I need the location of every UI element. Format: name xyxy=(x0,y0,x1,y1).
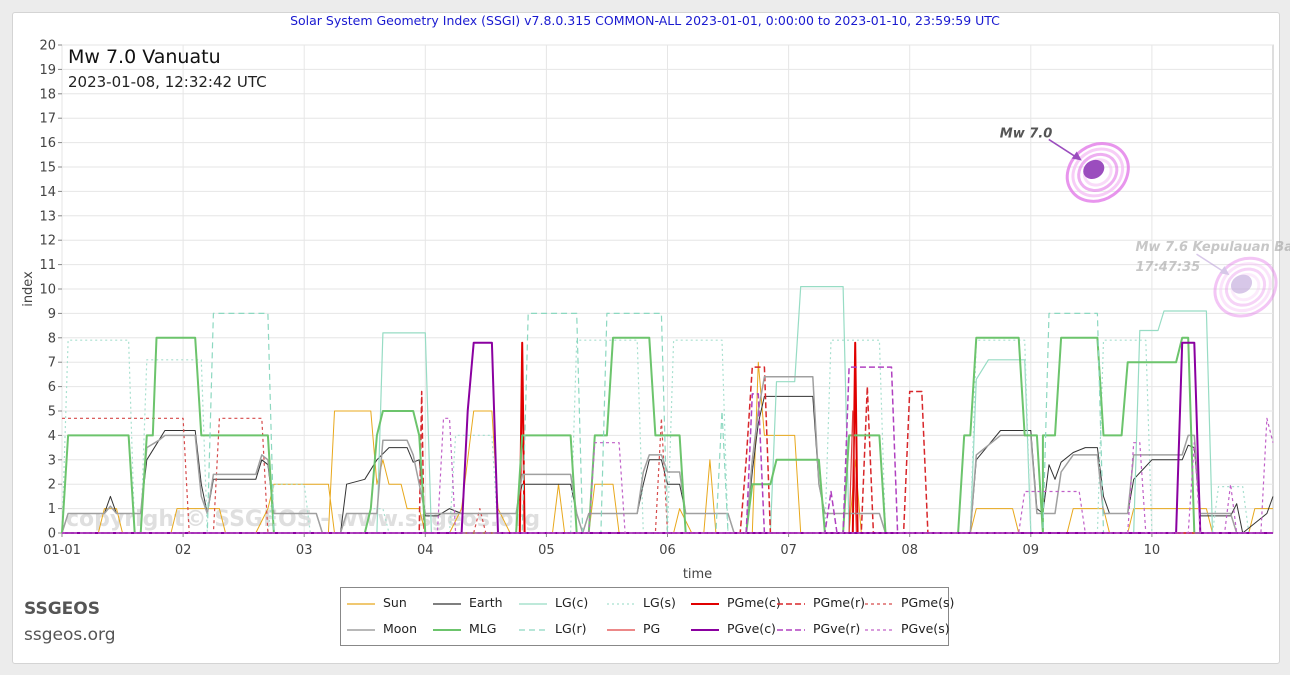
legend-swatch xyxy=(865,629,893,631)
legend-label: LG(c) xyxy=(555,595,589,610)
legend-swatch xyxy=(691,629,719,631)
grid-lines: copyright© SSGEOS - www.ssgeos.org xyxy=(61,44,1274,534)
y-tick-label: 11 xyxy=(39,258,56,273)
event-ring xyxy=(1224,267,1267,307)
chart-header-title: Solar System Geometry Index (SSGI) v7.8.… xyxy=(290,13,1000,28)
y-tick-label: 18 xyxy=(39,87,56,102)
legend-label: Moon xyxy=(383,621,418,636)
series-line-earth xyxy=(61,395,1274,534)
series-line-lg-r- xyxy=(62,312,1273,534)
x-tick-label: 04 xyxy=(417,543,434,558)
y-tick-label: 12 xyxy=(39,234,56,249)
legend-swatch xyxy=(519,629,547,631)
x-tick-label: 02 xyxy=(175,543,192,558)
x-tick-label: 07 xyxy=(780,543,797,558)
legend-swatch xyxy=(607,603,635,605)
y-tick-label: 17 xyxy=(39,112,56,127)
y-axis-label: index xyxy=(21,271,36,307)
legend-label: PGme(c) xyxy=(727,595,781,610)
legend-label: PGve(s) xyxy=(901,621,950,636)
legend-swatch xyxy=(519,603,547,605)
event-ring xyxy=(1213,256,1278,318)
series-lines xyxy=(61,286,1274,534)
legend-swatch xyxy=(777,603,805,605)
y-tick-label: 13 xyxy=(39,209,56,224)
event-ring xyxy=(1077,152,1119,192)
legend-swatch xyxy=(433,629,461,631)
event-marker: Mw 7.6 Kepulauan Babar, Indonesia 17:47:3… xyxy=(1136,240,1290,318)
y-tick-label: 4 xyxy=(48,429,56,444)
y-tick-label: 20 xyxy=(39,39,56,54)
plot-title: Mw 7.0 Vanuatu xyxy=(68,46,221,68)
y-tick-label: 15 xyxy=(39,161,56,176)
event-ring xyxy=(1071,147,1125,198)
legend-label: PGme(s) xyxy=(901,595,955,610)
y-tick-label: 5 xyxy=(48,405,56,420)
legend-label: PGme(r) xyxy=(813,595,865,610)
x-tick-label: 05 xyxy=(538,543,555,558)
plot-subtitle: 2023-01-08, 12:32:42 UTC xyxy=(68,73,267,91)
event-core xyxy=(1083,159,1105,179)
legend-label: Earth xyxy=(469,595,503,610)
series-line-pgve-s- xyxy=(62,417,1274,534)
legend-label: PGve(r) xyxy=(813,621,861,636)
chart-legend: Sun Earth LG(c) LG(s) PGme(c) PGme(r) PGme(s) M… xyxy=(340,587,954,646)
y-tick-label: 10 xyxy=(39,283,56,298)
watermark: copyright© SSGEOS - www.ssgeos.org xyxy=(66,507,540,532)
event-marker: Mw 7.0 xyxy=(1000,126,1130,203)
event-label: Mw 7.6 Kepulauan Babar, Indonesia xyxy=(1136,240,1290,255)
y-tick-label: 8 xyxy=(48,331,56,346)
legend-swatch xyxy=(607,629,635,631)
x-tick-label: 08 xyxy=(901,543,918,558)
event-arrowhead xyxy=(1071,151,1082,161)
x-tick-label: 09 xyxy=(1023,543,1040,558)
y-tick-label: 6 xyxy=(48,380,56,395)
legend-swatch xyxy=(691,603,719,605)
x-tick-label: 06 xyxy=(659,543,676,558)
y-tick-label: 1 xyxy=(48,502,56,517)
series-line-pgve-r- xyxy=(62,366,1273,534)
x-axis: 01-01 02 03 04 05 06 07 08 09 10 time xyxy=(43,533,1160,582)
legend-swatch xyxy=(433,603,461,605)
legend-label: Sun xyxy=(383,595,407,610)
legend-swatch xyxy=(347,629,375,631)
x-axis-label: time xyxy=(683,567,712,582)
event-label: Mw 7.0 xyxy=(1000,126,1053,141)
legend-label: LG(s) xyxy=(643,595,676,610)
y-tick-label: 14 xyxy=(39,185,56,200)
y-tick-label: 7 xyxy=(48,356,56,371)
y-tick-label: 9 xyxy=(48,307,56,322)
event-ring xyxy=(1219,262,1272,313)
legend-swatch xyxy=(865,603,893,605)
y-tick-label: 0 xyxy=(48,527,56,542)
y-tick-label: 19 xyxy=(39,63,56,78)
x-tick-label: 01-01 xyxy=(43,543,81,558)
event-core xyxy=(1230,274,1253,294)
legend-label: MLG xyxy=(469,621,497,636)
legend-label: LG(r) xyxy=(555,621,587,636)
series-line-moon xyxy=(61,376,1273,534)
legend-swatch xyxy=(347,603,375,605)
brand-name: SSGEOS xyxy=(24,599,100,619)
y-tick-label: 3 xyxy=(48,453,56,468)
event-ring xyxy=(1065,142,1130,203)
event-arrowhead xyxy=(1219,266,1230,276)
legend-label: PGve(c) xyxy=(727,621,776,636)
brand-url: ssgeos.org xyxy=(24,625,116,645)
legend-label: PG xyxy=(643,621,661,636)
x-tick-label: 03 xyxy=(296,543,313,558)
legend-swatch xyxy=(777,629,805,631)
y-tick-label: 2 xyxy=(48,478,56,493)
event-markers: Mw 7.0 Mw 7.6 Kepulauan Babar, Indonesia 1… xyxy=(1000,126,1290,318)
event-time: 17:47:35 xyxy=(1136,260,1201,275)
y-tick-label: 16 xyxy=(39,136,56,151)
x-tick-label: 10 xyxy=(1144,543,1161,558)
